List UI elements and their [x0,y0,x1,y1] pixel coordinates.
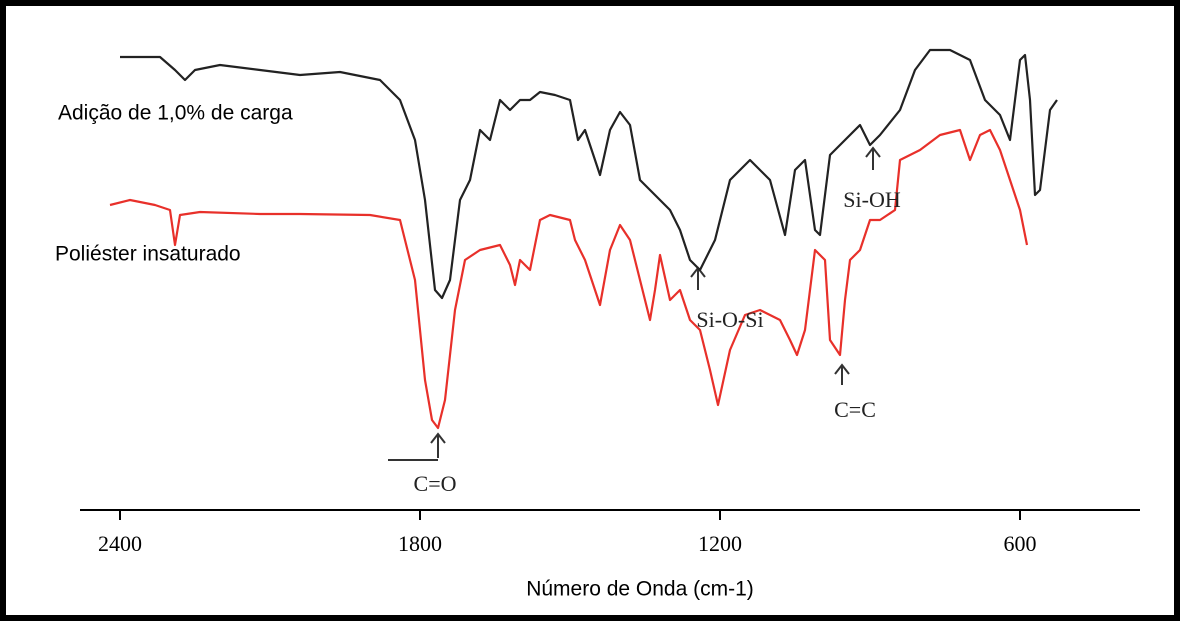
series-label: Poliéster insaturado [55,243,241,266]
arrow [834,363,850,385]
annotation: Si-O-Si [696,307,763,332]
annotation: C=C [834,397,876,422]
x-axis-label: Número de Onda (cm-1) [526,578,754,601]
series-line [120,48,1058,300]
x-tick-label: 1200 [698,531,742,556]
annotation: Si-OH [843,187,901,212]
series-line [109,128,1029,430]
arrow [388,432,446,461]
arrow [865,146,881,170]
x-tick-label: 1800 [398,531,442,556]
x-tick-label: 2400 [98,531,142,556]
series-label: Adição de 1,0% de carga [58,102,293,125]
x-tick-label: 600 [1004,531,1037,556]
annotation: C=O [414,471,457,496]
